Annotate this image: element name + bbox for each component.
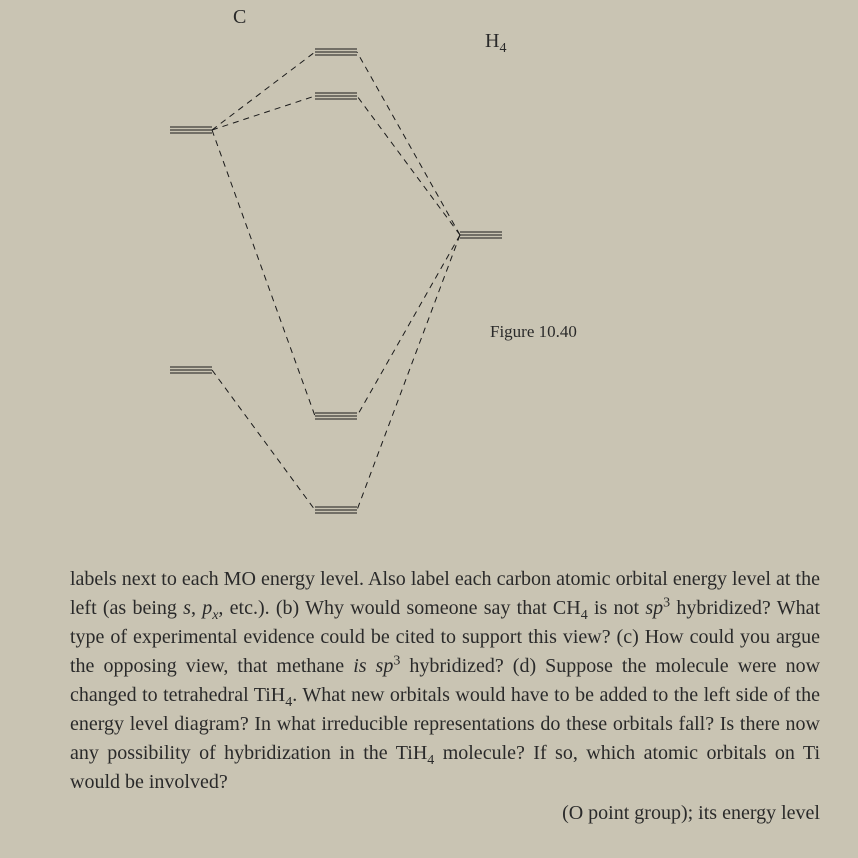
mo-diagram: C H4 Figure 10.40 [0,0,858,560]
body-paragraph: labels next to each MO energy level. Als… [70,565,820,828]
page: C H4 Figure 10.40 labels next to each MO… [0,0,858,858]
mo-svg [0,0,858,560]
paragraph-text: labels next to each MO energy level. Als… [70,568,820,793]
paragraph-tail: (O point group); its energy level [562,802,820,824]
